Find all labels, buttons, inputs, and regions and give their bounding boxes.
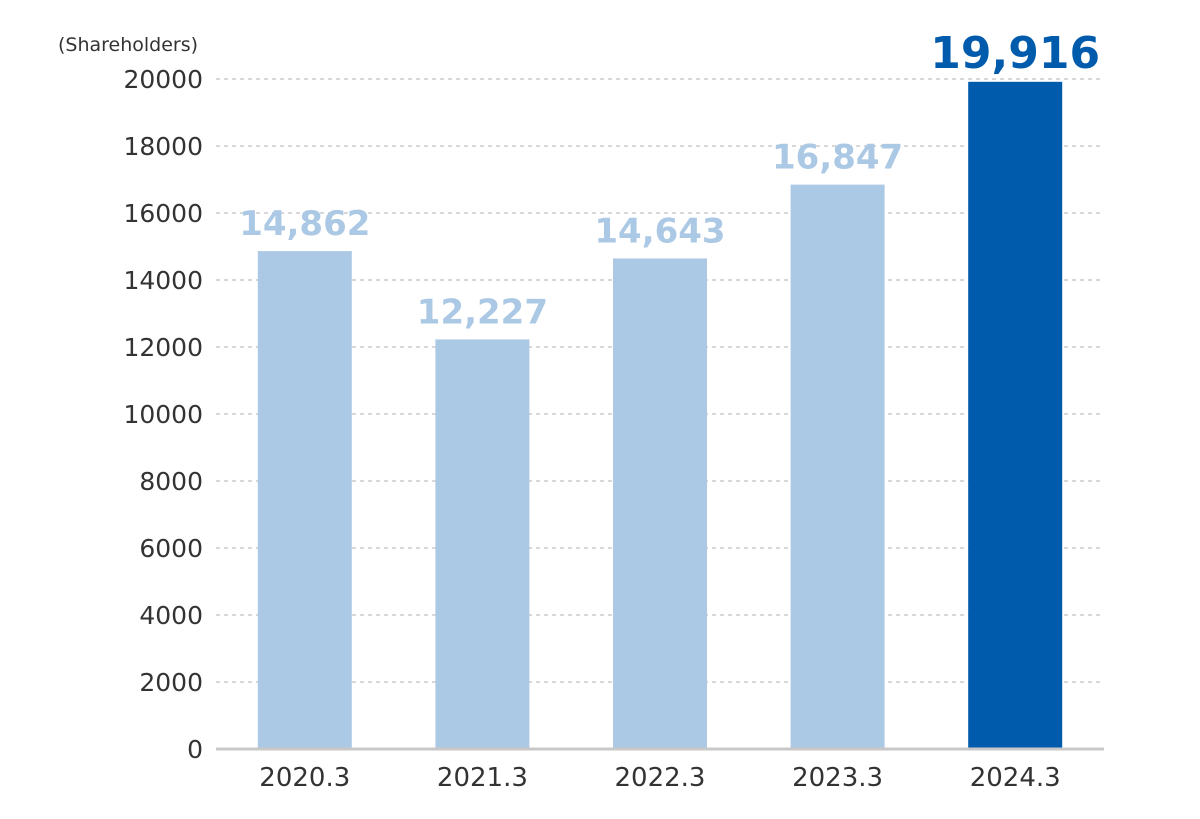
- y-axis-unit-label: (Shareholders): [58, 34, 198, 56]
- y-tick-label: 6000: [139, 534, 203, 563]
- y-axis-ticks: 0 2000 4000 6000 8000 10000 12000 14000 16000 180…: [123, 65, 203, 764]
- data-label: 12,227: [417, 292, 548, 332]
- data-label: 14,643: [594, 211, 725, 251]
- bar-2022.3: [613, 258, 707, 749]
- y-tick-label: 12000: [123, 333, 203, 362]
- y-tick-label: 8000: [139, 467, 203, 496]
- data-labels: 14,862 12,227 14,643 16,847 19,916: [239, 28, 1100, 333]
- bar-2021.3: [435, 339, 530, 749]
- y-tick-label: 18000: [123, 132, 203, 161]
- y-tick-label: 16000: [123, 199, 203, 228]
- x-tick-label: 2023.3: [792, 763, 883, 793]
- y-tick-label: 0: [187, 735, 203, 764]
- x-tick-label: 2024.3: [970, 763, 1061, 793]
- data-label-highlight: 19,916: [930, 28, 1100, 79]
- y-tick-label: 2000: [139, 668, 203, 697]
- x-tick-label: 2021.3: [437, 763, 528, 793]
- y-tick-label: 10000: [123, 400, 203, 429]
- bars: [257, 81, 1063, 750]
- y-tick-label: 14000: [123, 266, 203, 295]
- y-tick-label: 20000: [123, 65, 203, 94]
- x-tick-label: 2022.3: [615, 763, 706, 793]
- x-axis-ticks: 2020.3 2021.3 2022.3 2023.3 2024.3: [259, 763, 1060, 793]
- bar-2020.3: [257, 251, 352, 750]
- data-label: 16,847: [772, 138, 903, 178]
- bar-2024.3: [968, 81, 1063, 749]
- data-label: 14,862: [239, 204, 370, 244]
- y-tick-label: 4000: [139, 601, 203, 630]
- bar-2023.3: [790, 184, 885, 750]
- x-tick-label: 2020.3: [259, 763, 350, 793]
